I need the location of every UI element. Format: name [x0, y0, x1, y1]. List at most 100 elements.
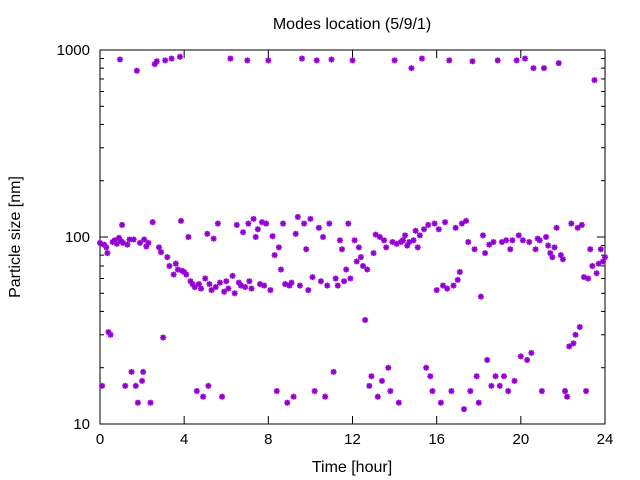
- data-point: [341, 278, 348, 285]
- data-point: [412, 227, 419, 234]
- data-point: [275, 244, 282, 251]
- data-point: [376, 234, 383, 240]
- data-point: [589, 262, 596, 269]
- data-point: [307, 215, 314, 222]
- data-point: [362, 316, 369, 323]
- data-point: [343, 266, 350, 273]
- data-point: [530, 65, 537, 72]
- data-point: [170, 271, 177, 278]
- data-point: [296, 282, 303, 289]
- data-point: [315, 224, 322, 231]
- data-point: [551, 244, 558, 251]
- data-point: [130, 236, 137, 243]
- data-point: [136, 239, 143, 246]
- data-point: [164, 254, 171, 261]
- data-point: [311, 388, 318, 395]
- data-point: [543, 234, 550, 240]
- data-point: [597, 246, 604, 253]
- data-point: [336, 237, 343, 244]
- data-point: [290, 393, 297, 400]
- data-point: [334, 282, 341, 289]
- data-point: [421, 226, 428, 233]
- data-point: [124, 241, 131, 248]
- data-point: [219, 393, 226, 400]
- data-point: [395, 399, 402, 406]
- data-point: [496, 382, 503, 389]
- data-point: [583, 388, 590, 395]
- data-point: [465, 239, 472, 246]
- data-point: [528, 349, 535, 356]
- y-tick-label: 100: [65, 229, 90, 246]
- data-point: [351, 237, 358, 244]
- data-point: [435, 226, 442, 233]
- data-point: [463, 217, 470, 224]
- data-point: [482, 250, 489, 257]
- y-axis-label: Particle size [nm]: [7, 176, 24, 298]
- data-point: [387, 388, 394, 395]
- data-point: [225, 285, 232, 292]
- x-axis-label: Time [hour]: [312, 459, 392, 476]
- data-point: [166, 262, 173, 269]
- data-point: [360, 262, 367, 269]
- data-point: [513, 57, 520, 64]
- data-points: [97, 53, 608, 413]
- data-point: [471, 246, 478, 253]
- data-point: [418, 55, 425, 62]
- data-point: [532, 246, 539, 253]
- data-point: [223, 278, 230, 285]
- data-point: [568, 220, 575, 227]
- data-point: [212, 284, 219, 291]
- data-point: [205, 382, 212, 389]
- data-point: [507, 246, 514, 253]
- data-point: [277, 266, 284, 273]
- data-point: [408, 65, 415, 72]
- data-point: [200, 393, 207, 400]
- data-point: [385, 364, 392, 371]
- data-point: [244, 57, 251, 64]
- data-point: [162, 57, 169, 64]
- data-point: [423, 364, 430, 371]
- data-point: [446, 57, 453, 64]
- data-point: [585, 275, 592, 282]
- data-point: [231, 290, 238, 297]
- data-point: [280, 220, 287, 227]
- x-tick-label: 20: [512, 431, 529, 448]
- data-point: [233, 221, 240, 228]
- data-point: [505, 388, 512, 395]
- data-point: [473, 373, 480, 380]
- data-point: [574, 224, 581, 231]
- data-point: [202, 275, 209, 282]
- data-point: [155, 244, 162, 251]
- data-point: [328, 56, 335, 63]
- data-point: [216, 279, 223, 286]
- data-point: [261, 282, 268, 289]
- data-point: [536, 237, 543, 244]
- data-point: [104, 250, 111, 257]
- data-point: [242, 284, 249, 291]
- data-point: [549, 254, 556, 261]
- data-point: [305, 287, 312, 294]
- data-point: [566, 343, 573, 350]
- data-point: [501, 373, 507, 380]
- plot-frame: [99, 49, 606, 425]
- data-point: [425, 221, 432, 228]
- data-point: [357, 254, 364, 261]
- data-point: [294, 213, 301, 220]
- data-point: [576, 324, 583, 331]
- data-point: [515, 232, 522, 239]
- data-point: [450, 282, 457, 289]
- data-point: [553, 224, 560, 231]
- data-point: [330, 368, 337, 375]
- data-point: [587, 246, 594, 253]
- chart-title: Modes location (5/9/1): [273, 16, 431, 33]
- data-point: [429, 388, 436, 395]
- data-point: [410, 237, 417, 244]
- data-point: [248, 285, 255, 292]
- data-point: [324, 282, 331, 289]
- data-point: [467, 388, 474, 395]
- data-point: [214, 220, 221, 227]
- data-point: [364, 266, 371, 273]
- data-point: [246, 278, 253, 285]
- data-point: [168, 55, 175, 62]
